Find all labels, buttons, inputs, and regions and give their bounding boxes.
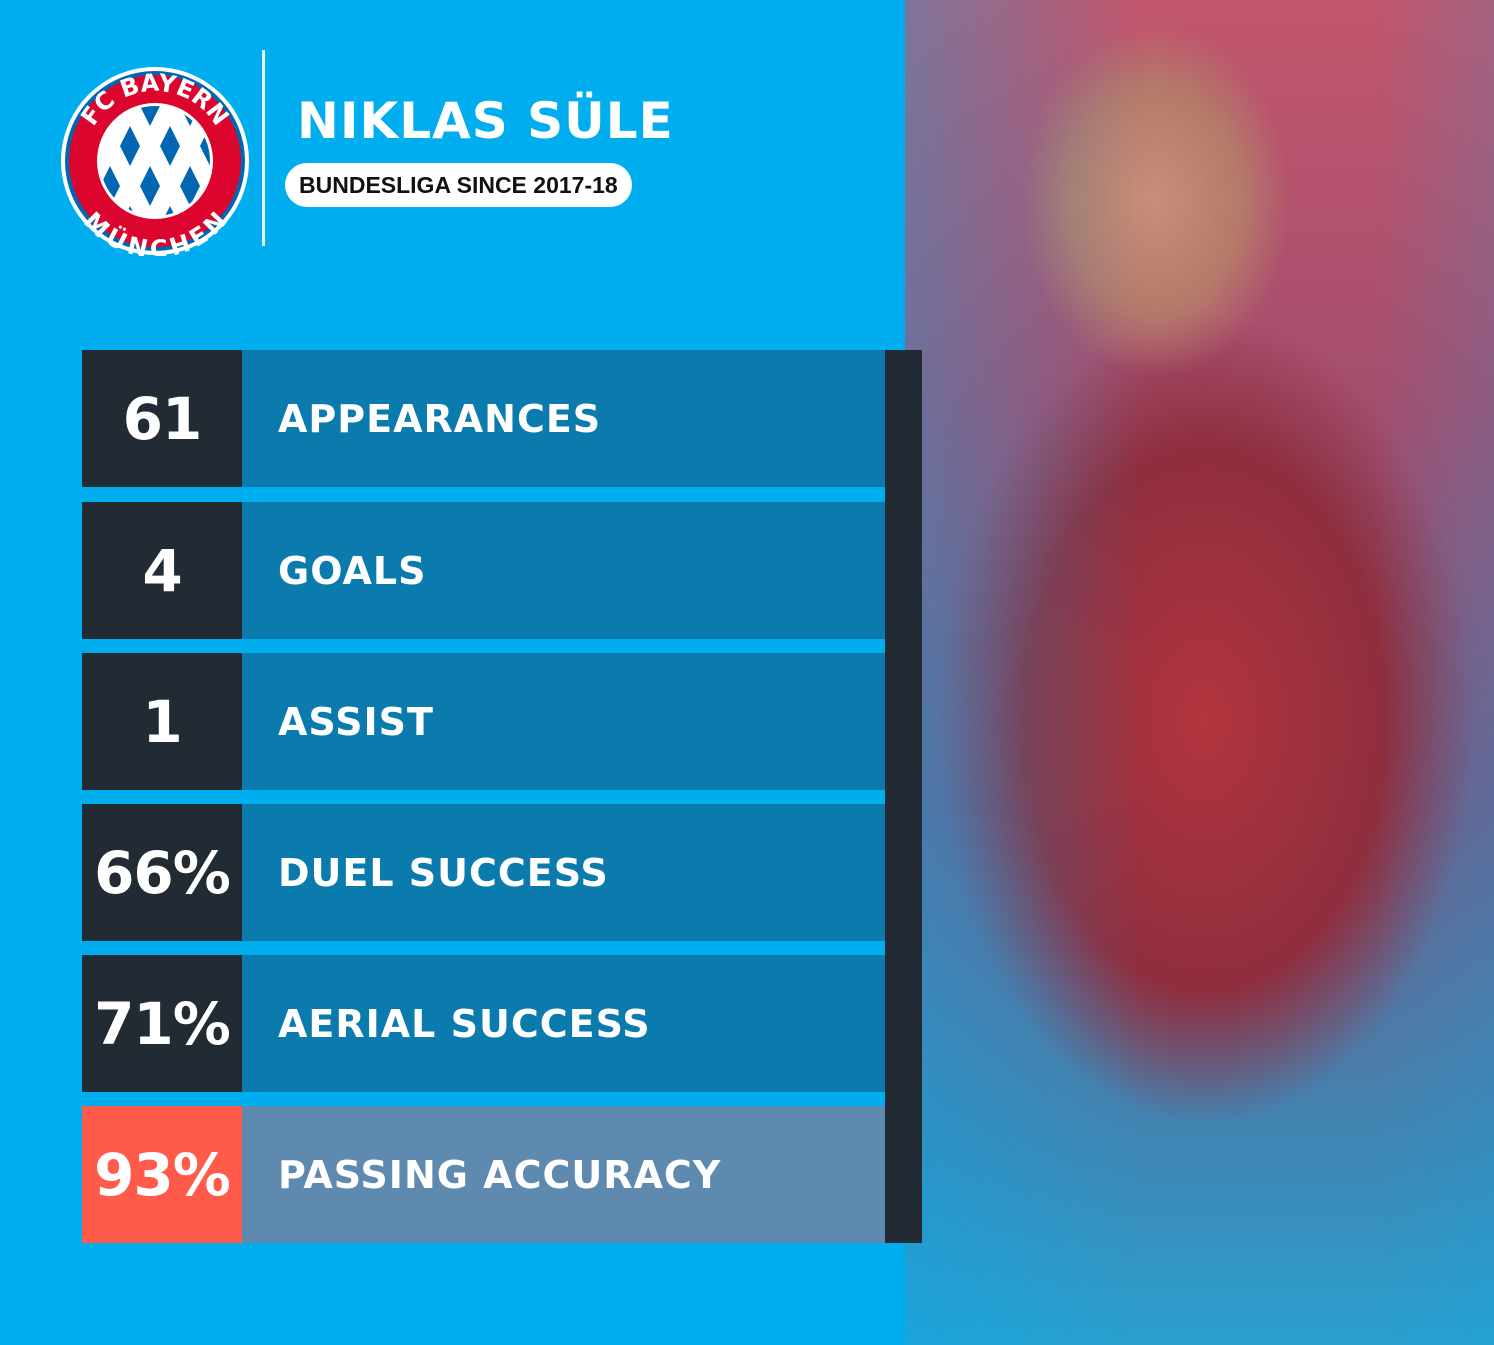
stats-side-bar — [885, 350, 922, 1243]
player-photo — [905, 0, 1494, 1345]
stat-value: 61 — [82, 350, 242, 487]
stat-label: DUEL SUCCESS — [242, 804, 885, 941]
stat-value: 4 — [82, 502, 242, 639]
stat-row-passing-accuracy: 93% PASSING ACCURACY — [82, 1106, 885, 1243]
stat-value: 71% — [82, 955, 242, 1092]
player-name: NIKLAS SÜLE — [297, 92, 674, 150]
stat-row-goals: 4 GOALS — [82, 502, 885, 639]
stat-value: 93% — [82, 1106, 242, 1243]
stat-label: PASSING ACCURACY — [242, 1106, 885, 1243]
header-divider — [262, 50, 265, 246]
stat-label: ASSIST — [242, 653, 885, 790]
stat-label: GOALS — [242, 502, 885, 639]
stat-label: APPEARANCES — [242, 350, 885, 487]
stat-value: 66% — [82, 804, 242, 941]
subtitle-badge: BUNDESLIGA SINCE 2017-18 — [285, 163, 632, 207]
stat-row-aerial-success: 71% AERIAL SUCCESS — [82, 955, 885, 1092]
club-logo: FC BAYERN MÜNCHEN — [61, 67, 249, 256]
stat-row-duel-success: 66% DUEL SUCCESS — [82, 804, 885, 941]
stat-row-appearances: 61 APPEARANCES — [82, 350, 885, 487]
stat-row-assist: 1 ASSIST — [82, 653, 885, 790]
photo-overlay — [905, 0, 1494, 1345]
stat-label: AERIAL SUCCESS — [242, 955, 885, 1092]
stat-value: 1 — [82, 653, 242, 790]
